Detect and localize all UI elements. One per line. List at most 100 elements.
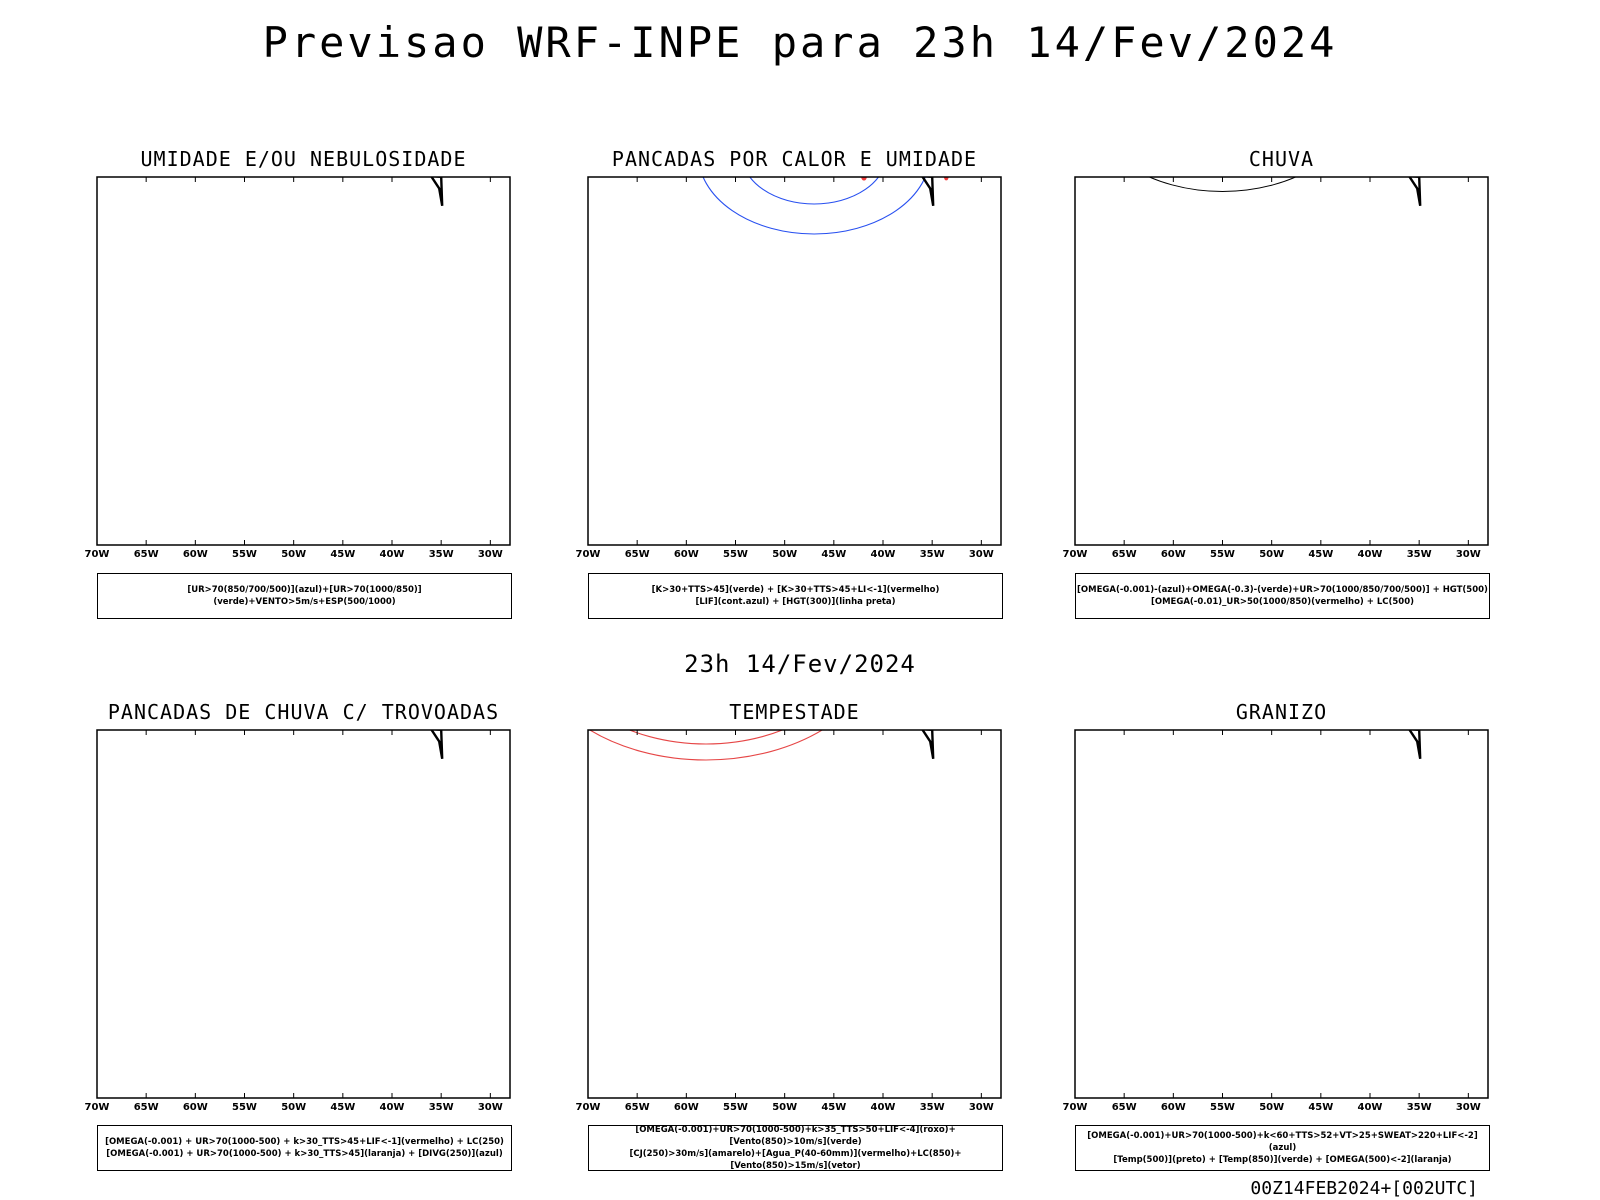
legend-umidade: [UR>70(850/700/500)](azul)+[UR>70(1000/8… [97,573,512,619]
lon-tick-label: 50W [1259,549,1284,560]
lon-tick-label: 30W [1456,1102,1481,1113]
lon-tick-label: 45W [821,1102,846,1113]
lon-tick-label: 55W [1210,549,1235,560]
lon-tick-label: 65W [625,1102,650,1113]
map-frame [96,729,511,1099]
panel-title-pancadas-calor: PANCADAS POR CALOR E UMIDADE [611,147,978,171]
contour-line [702,177,926,235]
legend-line: [OMEGA(-0.01)_UR>50(1000/850)(vermelho) … [1150,597,1415,607]
panel-title-tempestade: TEMPESTADE [729,700,860,724]
lon-tick-label: 45W [330,549,355,560]
contour-line [1148,177,1297,192]
lon-tick-label: 40W [380,549,405,560]
lon-tick-label: 65W [1112,549,1137,560]
contour-line [785,172,843,174]
lon-tick-label: 35W [1407,1102,1432,1113]
main-title: Previsao WRF-INPE para 23h 14/Fev/2024 [262,18,1338,67]
lon-tick-label: 60W [674,1102,699,1113]
lon-tick-label: 55W [723,549,748,560]
lon-tick-label: 70W [85,1102,110,1113]
field-blob [861,177,867,181]
lon-tick-label: 65W [625,549,650,560]
map-trovoadas: 12S15S18S21S24S27S30S33S36S39S42S70W65W6… [85,729,511,1113]
panel-title-chuva: CHUVA [1248,147,1315,171]
lon-tick-label: 60W [1161,549,1186,560]
lon-tick-label: 50W [281,549,306,560]
contour-line [1038,725,1420,728]
lon-tick-label: 50W [772,549,797,560]
legend-line: [UR>70(850/700/500)](azul)+[UR>70(1000/8… [187,585,422,607]
lon-tick-label: 55W [232,1102,257,1113]
lon-tick-label: 40W [871,1102,896,1113]
map-frame [1074,729,1489,1099]
lon-tick-label: 30W [478,549,503,560]
legend-tempestade: [OMEGA(-0.001)+UR>70(1000-500)+k>35_TTS>… [588,1125,1003,1171]
map-frame [587,176,1002,546]
lon-tick-label: 55W [723,1102,748,1113]
legend-line: [CJ(250)>30m/s](amarelo)+[Agua_P(40-60mm… [629,1149,962,1171]
lon-tick-label: 55W [1210,1102,1235,1113]
contour-line [749,177,880,205]
map-umidade: 10161020102457010121008100012S15S18S21S2… [85,176,511,560]
map-chuva: 58858658257657056756456112S15S18S21S24S2… [1063,176,1489,560]
lon-tick-label: 65W [134,1102,159,1113]
legend-chuva: [OMEGA(-0.001)-(azul)+OMEGA(-0.3)-(verde… [1075,573,1490,619]
legend-pancadas-calor: [K>30+TTS>45](verde) + [K>30+TTS>45+LI<-… [588,573,1003,619]
lon-tick-label: 30W [478,1102,503,1113]
legend-granizo: [OMEGA(-0.001)+UR>70(1000-500)+k<60+TTS>… [1075,1125,1490,1171]
lon-tick-label: 70W [85,549,110,560]
panel-title-trovoadas: PANCADAS DE CHUVA C/ TROVOADAS [107,700,500,724]
lon-tick-label: 65W [1112,1102,1137,1113]
panel-title-granizo: GRANIZO [1235,700,1328,724]
lon-tick-label: 30W [969,1102,994,1113]
map-pancadas-calor: 9680960095209440936012S15S18S21S24S27S30… [576,172,1002,560]
lon-tick-label: 50W [281,1102,306,1113]
lon-tick-label: 35W [1407,549,1432,560]
lon-tick-label: 40W [871,549,896,560]
lon-tick-label: 60W [183,549,208,560]
map-granizo: 1215182112S15S18S21S24S27S30S33S36S39S42… [1038,725,1489,1113]
lon-tick-label: 30W [1456,549,1481,560]
contour-line [588,730,824,761]
map-frame [96,176,511,546]
legend-line: [OMEGA(-0.001)-(azul)+OMEGA(-0.3)-(verde… [1077,585,1488,595]
run-time-footer: 00Z14FEB2024+[002UTC] [1250,1178,1478,1199]
lon-tick-label: 50W [1259,1102,1284,1113]
legend-line: [K>30+TTS>45](verde) + [K>30+TTS>45+LI<-… [651,585,940,595]
lon-tick-label: 35W [920,1102,945,1113]
map-frame [1074,176,1489,546]
lon-tick-label: 45W [1308,549,1333,560]
legend-line: [Temp(500)](preto) + [Temp(850)](verde) … [1113,1155,1452,1165]
lon-tick-label: 70W [576,549,601,560]
contour-line [628,730,784,745]
lon-tick-label: 60W [1161,1102,1186,1113]
lon-tick-label: 70W [1063,549,1088,560]
lon-tick-label: 40W [1358,1102,1383,1113]
panel-title-umidade: UMIDADE E/OU NEBULOSIDADE [140,147,467,171]
lon-tick-label: 35W [920,549,945,560]
legend-line: [OMEGA(-0.001) + UR>70(1000-500) + k>30_… [106,1149,503,1159]
legend-line: [OMEGA(-0.001)+UR>70(1000-500)+k<60+TTS>… [1087,1131,1478,1153]
valid-time-subtitle: 23h 14/Fev/2024 [684,650,916,678]
lon-tick-label: 65W [134,549,159,560]
lon-tick-label: 45W [1308,1102,1333,1113]
legend-line: [LIF](cont.azul) + [HGT(300)](linha pret… [695,597,896,607]
lon-tick-label: 50W [772,1102,797,1113]
lon-tick-label: 60W [674,549,699,560]
lon-tick-label: 45W [330,1102,355,1113]
lon-tick-label: 35W [429,549,454,560]
legend-line: [OMEGA(-0.001) + UR>70(1000-500) + k>30_… [105,1137,504,1147]
legend-line: [OMEGA(-0.001)+UR>70(1000-500)+k>35_TTS>… [635,1125,956,1147]
lon-tick-label: 40W [1358,549,1383,560]
lon-tick-label: 70W [1063,1102,1088,1113]
lon-tick-label: 35W [429,1102,454,1113]
legend-trovoadas: [OMEGA(-0.001) + UR>70(1000-500) + k>30_… [97,1125,512,1171]
lon-tick-label: 60W [183,1102,208,1113]
map-tempestade: 40506012S15S18S21S24S27S30S33S36S39S42S7… [576,725,1002,1113]
contour-line [576,725,837,728]
map-frame [587,729,1002,1099]
lon-tick-label: 45W [821,549,846,560]
field-blob [943,177,949,181]
lon-tick-label: 55W [232,549,257,560]
lon-tick-label: 30W [969,549,994,560]
